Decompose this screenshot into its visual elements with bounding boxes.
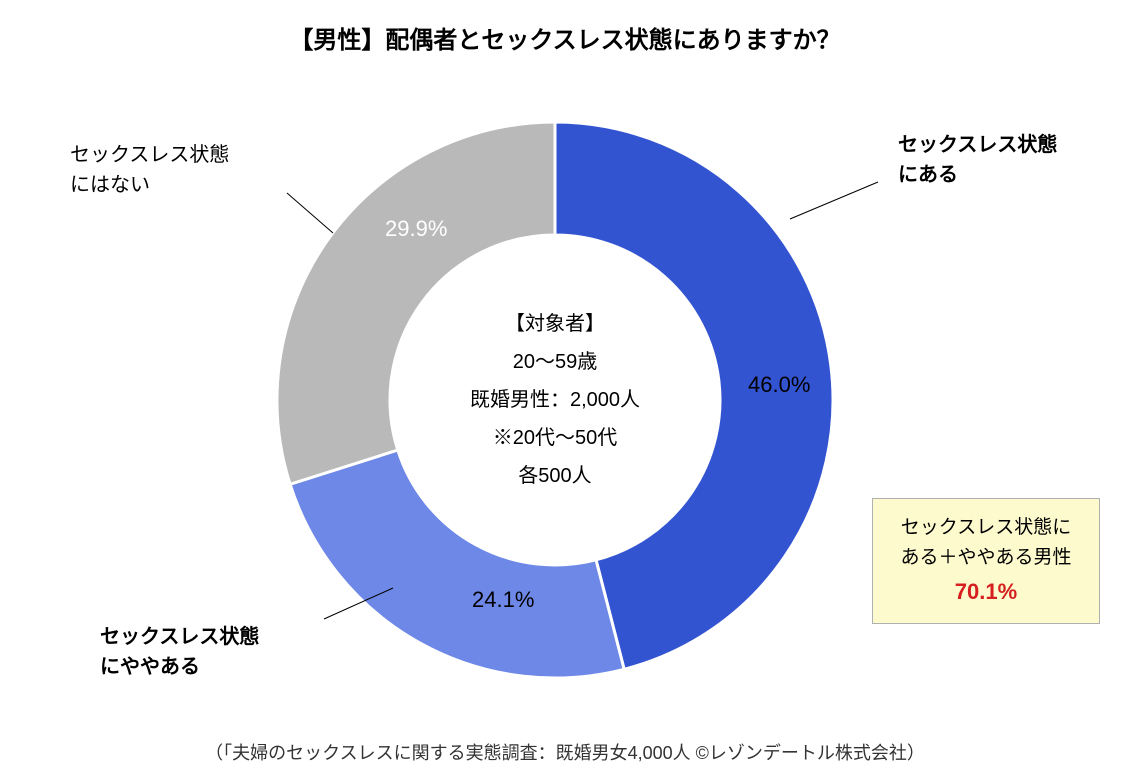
center-text-line: 【対象者】: [425, 305, 685, 343]
slice-label-1: セックスレス状態 にややある: [100, 622, 259, 682]
center-text-line: 20～59歳: [425, 343, 685, 381]
summary-callout-highlight: 70.1%: [889, 574, 1083, 609]
slice-label-1-line2: にややある: [100, 652, 259, 682]
slice-label-0-line2: にある: [898, 160, 1057, 190]
summary-callout-line1: セックスレス状態に: [889, 513, 1083, 543]
slice-pct-0: 46.0%: [748, 372, 810, 398]
chart-center-text: 【対象者】20～59歳既婚男性：2,000人※20代～50代各500人: [425, 305, 685, 495]
leader-line: [287, 193, 333, 233]
center-text-line: 既婚男性：2,000人: [425, 381, 685, 419]
slice-label-0-line1: セックスレス状態: [898, 130, 1057, 160]
slice-label-2-line1: セックスレス状態: [70, 140, 229, 170]
slice-label-2-line2: にはない: [70, 170, 229, 200]
summary-callout: セックスレス状態に ある＋ややある男性 70.1%: [872, 498, 1100, 624]
chart-container: { "title": { "text": "【男性】配偶者とセックスレス状態にあ…: [0, 0, 1130, 783]
slice-pct-2: 29.9%: [385, 216, 447, 242]
slice-label-2: セックスレス状態 にはない: [70, 140, 229, 200]
chart-footnote: （「夫婦のセックスレスに関する実態調査：既婚男女4,000人 ©レゾンデートル株…: [0, 739, 1130, 765]
summary-callout-line2: ある＋ややある男性: [889, 543, 1083, 573]
slice-label-0: セックスレス状態 にある: [898, 130, 1057, 190]
leader-line: [790, 182, 878, 219]
center-text-line: ※20代～50代: [425, 419, 685, 457]
center-text-line: 各500人: [425, 457, 685, 495]
slice-pct-1: 24.1%: [472, 587, 534, 613]
slice-label-1-line1: セックスレス状態: [100, 622, 259, 652]
